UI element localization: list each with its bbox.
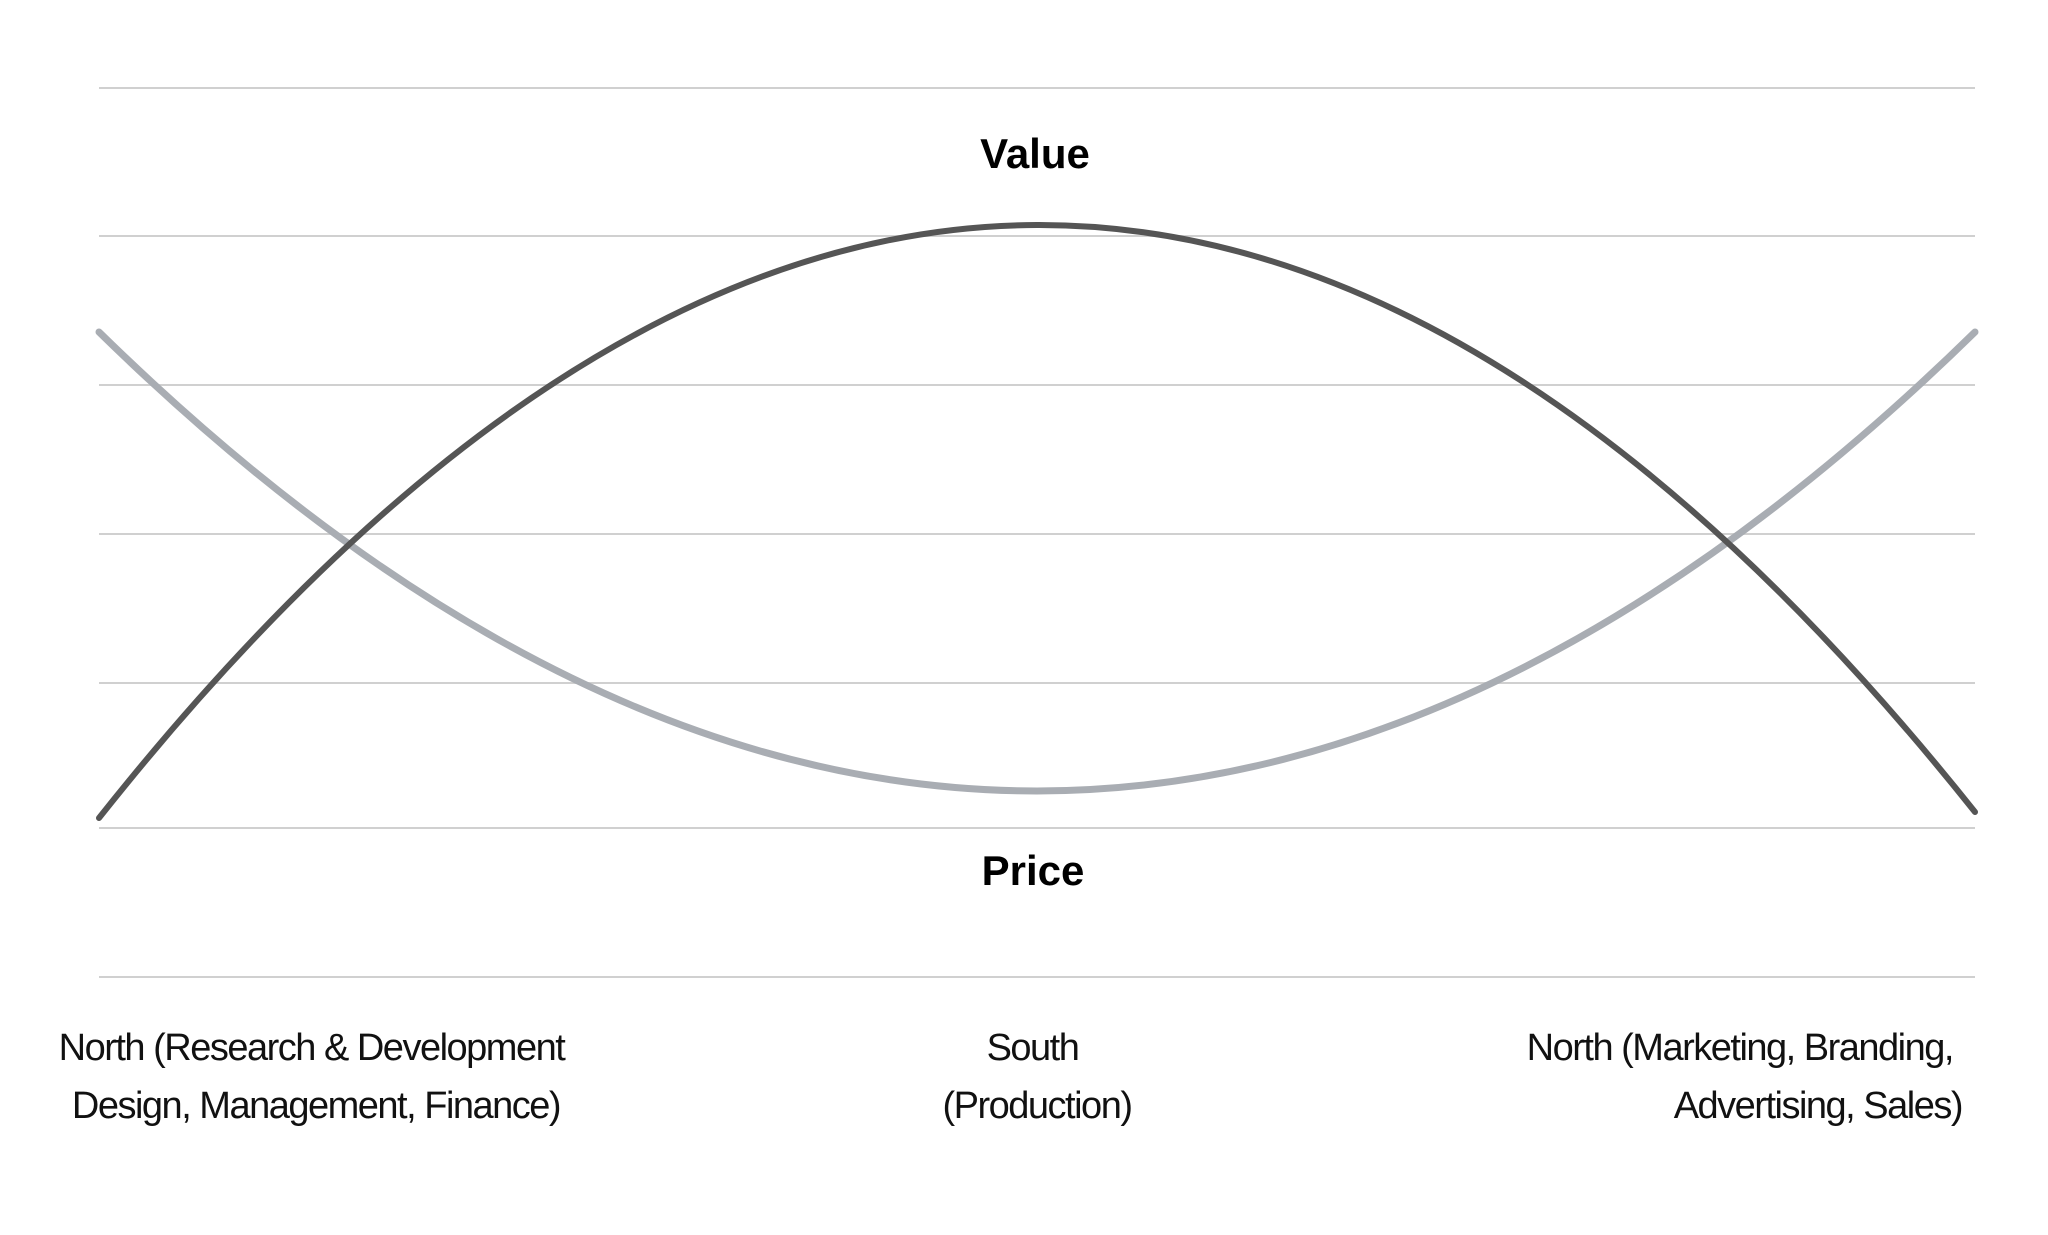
region-line: (Production) xyxy=(943,1085,1132,1127)
region-line: Design, Management, Finance) xyxy=(72,1085,560,1127)
region-label: South (Production) xyxy=(943,1027,1132,1127)
region-line: South xyxy=(987,1027,1079,1069)
region-label: North (Marketing, Branding, Advertising,… xyxy=(1527,1027,1962,1127)
value-curve xyxy=(96,222,1978,821)
price-label: Price xyxy=(982,847,1085,894)
region-label: North (Research & Development Design, Ma… xyxy=(59,1027,574,1127)
value-label: Value xyxy=(980,130,1090,177)
region-line: North (Marketing, Branding, xyxy=(1527,1027,1953,1069)
guide-lines xyxy=(99,87,1975,978)
price-curve xyxy=(95,328,1979,795)
region-line: North (Research & Development xyxy=(59,1027,567,1069)
region-line: Advertising, Sales) xyxy=(1674,1085,1962,1127)
